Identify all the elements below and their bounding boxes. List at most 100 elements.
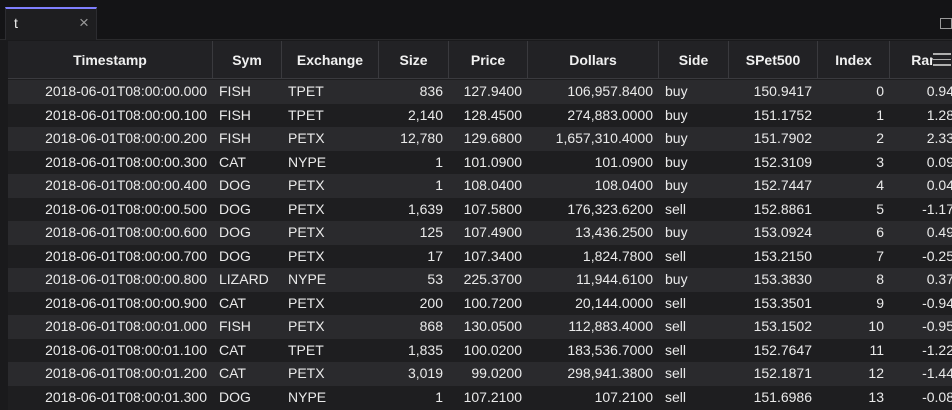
cell-size: 125 bbox=[419, 224, 443, 240]
cell-index: 10 bbox=[868, 318, 884, 334]
cell-index: 3 bbox=[876, 153, 884, 170]
cell-spet500: 152.7447 bbox=[753, 177, 812, 193]
cell-sym: FISH bbox=[219, 130, 251, 146]
table-row[interactable]: 2018-06-01T08:00:00.600 DOG PETX 125 107.490… bbox=[8, 221, 952, 245]
column-header-timestamp[interactable]: Timestamp bbox=[8, 41, 213, 79]
cell-price: 128.4500 bbox=[463, 106, 522, 123]
cell-index: 13 bbox=[868, 388, 884, 405]
column-header-price[interactable]: Price bbox=[449, 41, 528, 79]
cell-price: 100.7200 bbox=[463, 294, 522, 311]
cell-timestamp: 2018-06-01T08:00:00.700 bbox=[45, 247, 207, 264]
cell-dollars: 183,536.7000 bbox=[567, 341, 653, 358]
cell-spet500: 152.1871 bbox=[753, 365, 812, 381]
cell-size: 868 bbox=[419, 318, 443, 334]
maximize-icon[interactable] bbox=[940, 18, 952, 29]
cell-side: sell bbox=[665, 294, 687, 311]
cell-timestamp: 2018-06-01T08:00:00.400 bbox=[45, 177, 207, 193]
cell-index: 8 bbox=[876, 271, 884, 287]
cell-spet500: 152.7647 bbox=[753, 341, 812, 358]
cell-side: sell bbox=[665, 365, 687, 381]
table-row[interactable]: 2018-06-01T08:00:00.200 FISH PETX 12,780 129… bbox=[8, 127, 952, 151]
table-row[interactable]: 2018-06-01T08:00:01.100 CAT TPET 1,835 100.0… bbox=[8, 338, 952, 362]
cell-index: 1 bbox=[876, 106, 884, 123]
cell-sym: DOG bbox=[219, 247, 251, 264]
cell-dollars: 112,883.4000 bbox=[568, 318, 653, 334]
cell-size: 53 bbox=[427, 271, 443, 287]
cell-sym: DOG bbox=[219, 388, 251, 405]
table-row[interactable]: 2018-06-01T08:00:00.400 DOG PETX 1 108.0400 1… bbox=[8, 174, 952, 198]
cell-spet500: 153.2150 bbox=[753, 247, 812, 264]
cell-side: sell bbox=[665, 388, 687, 405]
cell-ran: 0.49 bbox=[926, 224, 952, 240]
cell-price: 107.4900 bbox=[463, 224, 522, 240]
cell-index: 9 bbox=[876, 294, 884, 311]
cell-index: 4 bbox=[876, 177, 884, 193]
table-row[interactable]: 2018-06-01T08:00:01.200 CAT PETX 3,019 99.02… bbox=[8, 362, 952, 386]
cell-dollars: 108.0400 bbox=[594, 177, 653, 193]
cell-index: 6 bbox=[876, 224, 884, 240]
cell-price: 127.9400 bbox=[463, 83, 522, 99]
column-header-side[interactable]: Side bbox=[659, 41, 729, 79]
column-header-sym[interactable]: Sym bbox=[213, 41, 282, 79]
cell-exchange: TPET bbox=[288, 83, 324, 99]
column-header-dollars[interactable]: Dollars bbox=[528, 41, 659, 79]
cell-sym: DOG bbox=[219, 224, 251, 240]
column-header-spet500[interactable]: SPet500 bbox=[729, 41, 818, 79]
table-row[interactable]: 2018-06-01T08:00:00.800 LIZARD NYPE 53 225.3… bbox=[8, 268, 952, 292]
tab-bar: t × bbox=[0, 0, 952, 40]
cell-ran: 1.28 bbox=[926, 106, 952, 123]
cell-price: 225.3700 bbox=[463, 271, 522, 287]
table-row[interactable]: 2018-06-01T08:00:00.700 DOG PETX 17 107.3400… bbox=[8, 244, 952, 268]
cell-dollars: 274,883.0000 bbox=[567, 106, 653, 123]
column-header-size[interactable]: Size bbox=[379, 41, 449, 79]
tab-t[interactable]: t × bbox=[5, 7, 97, 40]
cell-price: 130.0500 bbox=[463, 318, 522, 334]
cell-exchange: NYPE bbox=[288, 271, 327, 287]
cell-price: 108.0400 bbox=[463, 177, 522, 193]
column-header-ran[interactable]: Ran bbox=[890, 41, 952, 79]
table-row[interactable]: 2018-06-01T08:00:00.000 FISH TPET 836 127.94… bbox=[8, 80, 952, 104]
cell-size: 3,019 bbox=[407, 365, 443, 381]
cell-ran: -0.25 bbox=[922, 247, 952, 264]
cell-ran: 0.09 bbox=[926, 153, 952, 170]
cell-sym: CAT bbox=[219, 153, 246, 170]
cell-ran: -1.22 bbox=[922, 341, 952, 358]
cell-side: sell bbox=[665, 318, 687, 334]
table-row[interactable]: 2018-06-01T08:00:01.000 FISH PETX 868 130.05… bbox=[8, 315, 952, 339]
grid-header: Timestamp Sym Exchange Size Price Dollars Side… bbox=[8, 41, 952, 79]
column-header-index[interactable]: Index bbox=[818, 41, 890, 79]
cell-dollars: 20,144.0000 bbox=[575, 294, 653, 311]
table-row[interactable]: 2018-06-01T08:00:01.300 DOG NYPE 1 107.2100 1… bbox=[8, 385, 952, 409]
cell-side: buy bbox=[665, 271, 688, 287]
cell-dollars: 107.2100 bbox=[594, 388, 653, 405]
tab-title: t bbox=[14, 15, 18, 31]
cell-ran: -0.94 bbox=[922, 294, 952, 311]
table-row[interactable]: 2018-06-01T08:00:00.500 DOG PETX 1,639 107.5… bbox=[8, 197, 952, 221]
cell-exchange: PETX bbox=[288, 177, 325, 193]
cell-sym: CAT bbox=[219, 365, 246, 381]
column-header-exchange[interactable]: Exchange bbox=[282, 41, 379, 79]
cell-size: 1 bbox=[435, 388, 443, 405]
cell-timestamp: 2018-06-01T08:00:00.900 bbox=[45, 294, 207, 311]
cell-timestamp: 2018-06-01T08:00:01.300 bbox=[45, 388, 207, 405]
cell-size: 1,639 bbox=[407, 200, 443, 217]
cell-spet500: 152.8861 bbox=[753, 200, 812, 217]
cell-price: 107.2100 bbox=[463, 388, 522, 405]
table-row[interactable]: 2018-06-01T08:00:00.300 CAT NYPE 1 101.0900 1… bbox=[8, 150, 952, 174]
cell-spet500: 151.7902 bbox=[753, 130, 812, 146]
column-menu-icon[interactable] bbox=[933, 53, 951, 66]
cell-sym: FISH bbox=[219, 83, 251, 99]
cell-side: sell bbox=[665, 247, 687, 264]
table-row[interactable]: 2018-06-01T08:00:00.900 CAT PETX 200 100.720… bbox=[8, 291, 952, 315]
cell-timestamp: 2018-06-01T08:00:00.000 bbox=[45, 83, 207, 99]
cell-timestamp: 2018-06-01T08:00:00.600 bbox=[45, 224, 207, 240]
cell-sym: FISH bbox=[219, 106, 251, 123]
cell-exchange: PETX bbox=[288, 224, 325, 240]
cell-dollars: 13,436.2500 bbox=[575, 224, 653, 240]
cell-spet500: 153.3830 bbox=[753, 271, 812, 287]
cell-dollars: 1,824.7800 bbox=[582, 247, 653, 264]
cell-size: 12,780 bbox=[400, 130, 443, 146]
table-row[interactable]: 2018-06-01T08:00:00.100 FISH TPET 2,140 128.… bbox=[8, 103, 952, 127]
cell-exchange: PETX bbox=[288, 294, 325, 311]
close-icon[interactable]: × bbox=[79, 13, 89, 32]
